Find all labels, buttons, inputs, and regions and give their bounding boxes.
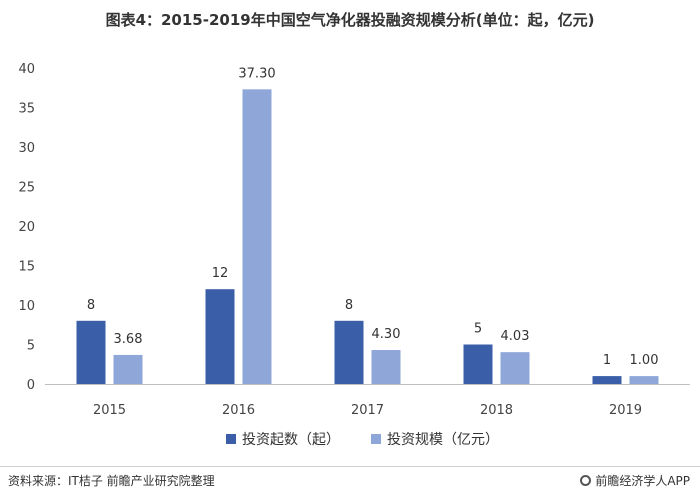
y-tick-label: 40 — [18, 62, 35, 77]
data-label: 8 — [345, 298, 353, 313]
x-tick-label: 2017 — [351, 403, 384, 418]
legend-label: 投资规模（亿元） — [387, 432, 499, 448]
y-tick-label: 30 — [18, 141, 35, 156]
legend-swatch — [371, 434, 381, 444]
bar-investment-amount — [113, 354, 143, 384]
bar-investment-count — [463, 344, 493, 384]
x-axis: 2015 2016 2017 2018 2019 — [45, 384, 690, 418]
data-label: 1.00 — [630, 353, 659, 368]
data-label: 37.30 — [238, 66, 275, 81]
legend: 投资起数（起） 投资规模（亿元） — [226, 432, 499, 448]
source-note: 资料来源：IT桔子 前瞻产业研究院整理 — [8, 474, 215, 488]
bar-investment-count — [592, 376, 622, 384]
x-tick-label: 2018 — [480, 403, 513, 418]
data-label: 8 — [87, 298, 95, 313]
x-tick-label: 2019 — [609, 403, 642, 418]
bar-investment-amount — [371, 350, 401, 384]
bar-investment-count — [76, 320, 106, 384]
data-label: 3.68 — [114, 332, 143, 347]
y-tick-label: 15 — [18, 260, 35, 275]
y-tick-label: 25 — [18, 181, 35, 196]
data-label: 5 — [474, 322, 482, 337]
y-tick-label: 20 — [18, 220, 35, 235]
footer: 资料来源：IT桔子 前瞻产业研究院整理 前瞻经济学人APP — [0, 466, 700, 499]
data-label: 12 — [212, 266, 229, 281]
y-tick-label: 5 — [27, 339, 35, 354]
chart-title: 图表4：2015-2019年中国空气净化器投融资规模分析(单位：起，亿元) — [105, 11, 595, 29]
brand-text: 前瞻经济学人APP — [595, 474, 690, 488]
legend-swatch — [226, 434, 236, 444]
brand-label: 前瞻经济学人APP — [580, 472, 690, 489]
y-tick-label: 0 — [27, 378, 35, 393]
y-axis: 0 5 10 15 20 25 30 35 40 — [18, 62, 35, 393]
x-tick-label: 2015 — [93, 403, 126, 418]
x-tick-label: 2016 — [222, 403, 255, 418]
brand-logo-icon — [580, 475, 592, 486]
bar-investment-count — [205, 289, 235, 384]
footer-divider — [0, 466, 700, 467]
data-label: 1 — [603, 353, 611, 368]
bars — [76, 89, 659, 384]
data-label: 4.30 — [372, 327, 401, 342]
bar-investment-amount — [500, 352, 530, 384]
y-tick-label: 10 — [18, 299, 35, 314]
data-label: 4.03 — [501, 329, 530, 344]
data-labels: 8 3.68 12 37.30 8 4.30 5 4.03 1 1.00 — [87, 66, 659, 368]
bar-investment-amount — [242, 89, 272, 384]
y-tick-label: 35 — [18, 102, 35, 117]
bar-investment-count — [334, 320, 364, 384]
legend-label: 投资起数（起） — [242, 432, 340, 448]
bar-investment-amount — [629, 376, 659, 384]
